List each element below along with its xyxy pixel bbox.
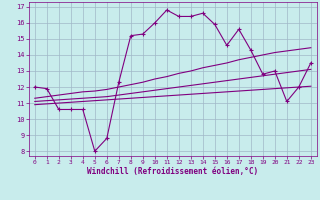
X-axis label: Windchill (Refroidissement éolien,°C): Windchill (Refroidissement éolien,°C) xyxy=(87,167,258,176)
